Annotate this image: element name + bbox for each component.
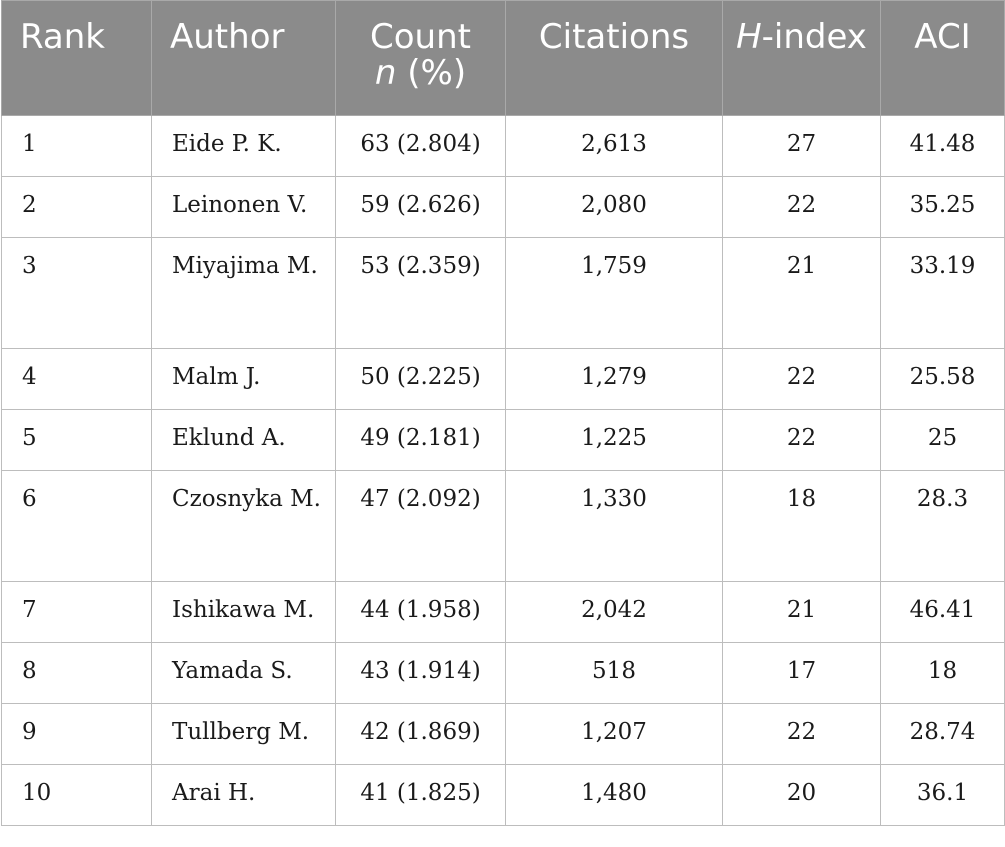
table-row: 7 Ishikawa M. 44 (1.958) 2,042 21 46.41 xyxy=(1,581,1005,643)
table-row: 9 Tullberg M. 42 (1.869) 1,207 22 28.74 xyxy=(1,703,1005,765)
cell-aci: 25 xyxy=(880,409,1005,471)
header-count-label: Count xyxy=(370,17,471,57)
cell-aci: 25.58 xyxy=(880,348,1005,410)
cell-hindex: 22 xyxy=(722,176,881,238)
header-hindex-rest: -index xyxy=(761,17,867,57)
cell-rank: 7 xyxy=(1,581,152,643)
cell-aci: 46.41 xyxy=(880,581,1005,643)
cell-hindex: 22 xyxy=(722,348,881,410)
cell-citations: 2,613 xyxy=(505,115,723,177)
cell-hindex: 21 xyxy=(722,581,881,643)
cell-aci: 18 xyxy=(880,642,1005,704)
cell-aci: 41.48 xyxy=(880,115,1005,177)
cell-hindex: 21 xyxy=(722,237,881,349)
table-row: 1 Eide P. K. 63 (2.804) 2,613 27 41.48 xyxy=(1,115,1005,177)
cell-aci: 35.25 xyxy=(880,176,1005,238)
cell-citations: 1,207 xyxy=(505,703,723,765)
table-row: 8 Yamada S. 43 (1.914) 518 17 18 xyxy=(1,642,1005,704)
cell-citations: 1,330 xyxy=(505,470,723,582)
cell-rank: 9 xyxy=(1,703,152,765)
cell-rank: 4 xyxy=(1,348,152,410)
header-hindex-h: H xyxy=(736,17,762,57)
cell-count: 47 (2.092) xyxy=(335,470,506,582)
cell-author: Malm J. xyxy=(151,348,336,410)
cell-rank: 8 xyxy=(1,642,152,704)
cell-author: Ishikawa M. xyxy=(151,581,336,643)
cell-count: 50 (2.225) xyxy=(335,348,506,410)
cell-citations: 1,225 xyxy=(505,409,723,471)
cell-aci: 28.74 xyxy=(880,703,1005,765)
cell-count: 53 (2.359) xyxy=(335,237,506,349)
table-row: 3 Miyajima M. 53 (2.359) 1,759 21 33.19 xyxy=(1,237,1005,349)
cell-hindex: 22 xyxy=(722,409,881,471)
cell-citations: 2,080 xyxy=(505,176,723,238)
cell-hindex: 20 xyxy=(722,764,881,826)
cell-aci: 28.3 xyxy=(880,470,1005,582)
cell-citations: 1,480 xyxy=(505,764,723,826)
cell-citations: 518 xyxy=(505,642,723,704)
cell-author: Eide P. K. xyxy=(151,115,336,177)
cell-hindex: 22 xyxy=(722,703,881,765)
cell-author: Yamada S. xyxy=(151,642,336,704)
header-rank: Rank xyxy=(1,0,152,116)
cell-citations: 2,042 xyxy=(505,581,723,643)
header-rank-label: Rank xyxy=(20,17,105,57)
header-aci-label: ACI xyxy=(914,17,971,57)
header-count-percent: (%) xyxy=(396,53,467,93)
cell-rank: 6 xyxy=(1,470,152,582)
table-row: 4 Malm J. 50 (2.225) 1,279 22 25.58 xyxy=(1,348,1005,410)
cell-rank: 5 xyxy=(1,409,152,471)
cell-hindex: 18 xyxy=(722,470,881,582)
cell-hindex: 17 xyxy=(722,642,881,704)
table-row: 10 Arai H. 41 (1.825) 1,480 20 36.1 xyxy=(1,764,1005,826)
table-row: 5 Eklund A. 49 (2.181) 1,225 22 25 xyxy=(1,409,1005,471)
cell-count: 43 (1.914) xyxy=(335,642,506,704)
cell-rank: 3 xyxy=(1,237,152,349)
header-citations: Citations xyxy=(505,0,723,116)
cell-count: 44 (1.958) xyxy=(335,581,506,643)
header-author-label: Author xyxy=(170,17,285,57)
cell-author: Arai H. xyxy=(151,764,336,826)
cell-hindex: 27 xyxy=(722,115,881,177)
cell-aci: 36.1 xyxy=(880,764,1005,826)
cell-count: 59 (2.626) xyxy=(335,176,506,238)
cell-rank: 2 xyxy=(1,176,152,238)
table-body: 1 Eide P. K. 63 (2.804) 2,613 27 41.48 2… xyxy=(1,115,1005,826)
cell-author: Tullberg M. xyxy=(151,703,336,765)
header-citations-label: Citations xyxy=(538,17,690,57)
header-count-n: n xyxy=(374,53,397,93)
cell-citations: 1,279 xyxy=(505,348,723,410)
cell-author: Leinonen V. xyxy=(151,176,336,238)
cell-count: 63 (2.804) xyxy=(335,115,506,177)
header-aci: ACI xyxy=(880,0,1005,116)
cell-aci: 33.19 xyxy=(880,237,1005,349)
cell-author: Czosnyka M. xyxy=(151,470,336,582)
cell-count: 42 (1.869) xyxy=(335,703,506,765)
header-author: Author xyxy=(151,0,336,116)
cell-citations: 1,759 xyxy=(505,237,723,349)
cell-count: 49 (2.181) xyxy=(335,409,506,471)
cell-author: Eklund A. xyxy=(151,409,336,471)
header-hindex: H-index xyxy=(722,0,881,116)
cell-author: Miyajima M. xyxy=(151,237,336,349)
table-row: 6 Czosnyka M. 47 (2.092) 1,330 18 28.3 xyxy=(1,470,1005,582)
header-row: Rank Author Count n (%) Citations H-index… xyxy=(1,0,1005,116)
author-ranking-table: Rank Author Count n (%) Citations H-index… xyxy=(1,0,1005,826)
table-row: 2 Leinonen V. 59 (2.626) 2,080 22 35.25 xyxy=(1,176,1005,238)
header-count: Count n (%) xyxy=(335,0,506,116)
table-header: Rank Author Count n (%) Citations H-index… xyxy=(1,0,1005,116)
cell-count: 41 (1.825) xyxy=(335,764,506,826)
cell-rank: 1 xyxy=(1,115,152,177)
cell-rank: 10 xyxy=(1,764,152,826)
